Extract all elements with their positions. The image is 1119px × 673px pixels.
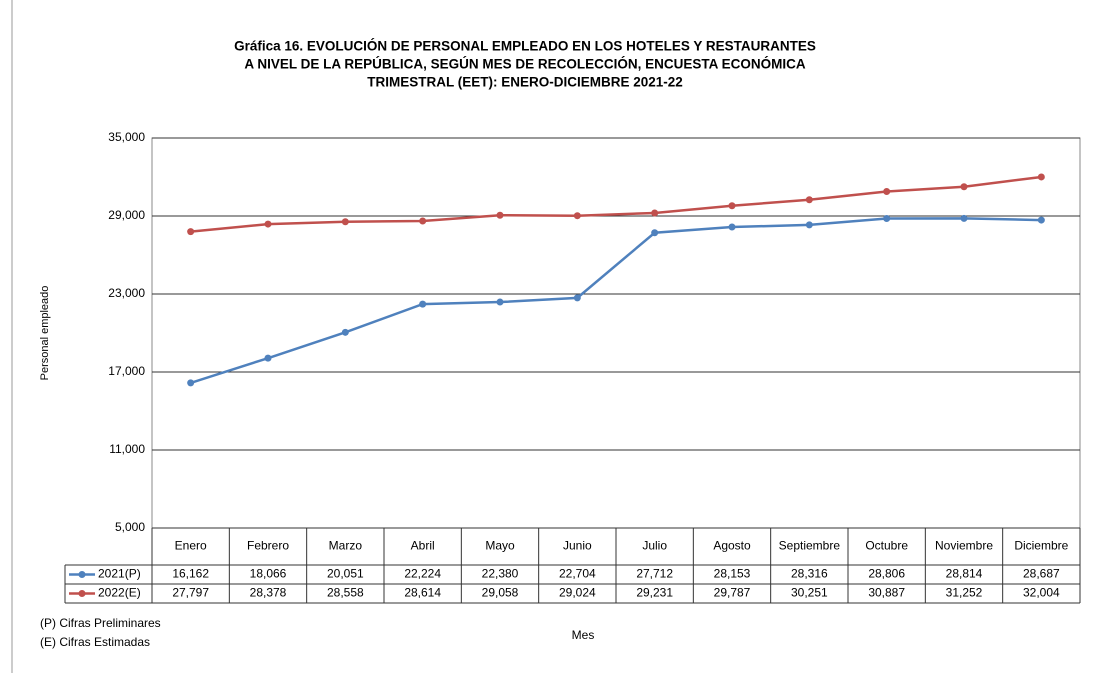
note: (P) Cifras Preliminares [40,616,161,630]
data-point [728,202,736,210]
value-label: 22,704 [559,567,596,581]
data-point [651,229,659,237]
chart-title: TRIMESTRAL (EET): ENERO-DICIEMBRE 2021-2… [367,75,683,90]
data-point [419,217,427,225]
data-point [883,187,891,195]
x-tick-label: Marzo [329,539,363,553]
value-label: 30,887 [868,586,905,600]
value-label: 27,797 [172,586,209,600]
value-label: 16,162 [172,567,209,581]
value-label: 22,224 [404,567,441,581]
legend-label: 2022(E) [98,586,141,600]
data-point [805,196,813,204]
data-point [341,328,349,336]
value-label: 28,558 [327,586,364,600]
value-label: 28,806 [868,567,905,581]
data-point [496,298,504,306]
y-tick-label: 11,000 [109,442,145,456]
series-line [190,217,1042,385]
value-label: 20,051 [327,567,364,581]
chart-title: Gráfica 16. EVOLUCIÓN DE PERSONAL EMPLEA… [234,39,816,54]
chart-title: A NIVEL DE LA REPÚBLICA, SEGÚN MES DE RE… [244,57,806,72]
value-label: 29,787 [714,586,751,600]
value-label: 29,024 [559,586,596,600]
plot-area [151,137,1081,529]
value-label: 28,316 [791,567,828,581]
data-point [187,228,195,236]
value-label: 28,814 [946,567,983,581]
data-point [264,354,272,362]
data-point [960,183,968,191]
x-tick-label: Septiembre [779,539,841,553]
y-tick-label: 5,000 [115,520,145,534]
x-tick-label: Junio [563,539,592,553]
data-point [1037,216,1045,224]
y-axis-label: Personal empleado [39,286,51,381]
value-label: 29,231 [636,586,673,600]
data-point [651,209,659,217]
data-point [187,379,195,387]
x-tick-label: Mayo [485,539,515,553]
note: (E) Cifras Estimadas [40,635,150,649]
data-point [573,294,581,302]
data-point [883,215,891,223]
legend-marker [78,571,86,578]
value-label: 30,251 [791,586,828,600]
x-tick-label: Abril [411,539,435,553]
x-axis-label: Mes [572,628,595,642]
data-point [573,212,581,220]
x-tick-label: Enero [175,539,207,553]
x-tick-label: Julio [642,539,667,553]
x-tick-label: Noviembre [935,539,993,553]
value-label: 32,004 [1023,586,1060,600]
data-point [960,214,968,222]
value-label: 27,712 [636,567,673,581]
data-point [341,218,349,226]
value-label: 18,066 [250,567,287,581]
x-tick-label: Febrero [247,539,289,553]
legend-label: 2021(P) [98,567,141,581]
data-point [1037,173,1045,181]
data-point [496,211,504,219]
y-tick-label: 23,000 [108,286,145,300]
value-label: 31,252 [946,586,983,600]
value-label: 29,058 [482,586,519,600]
data-point [805,221,813,229]
value-label: 28,378 [250,586,287,600]
data-point [419,300,427,308]
y-tick-label: 29,000 [108,208,145,222]
y-tick-label: 17,000 [108,364,145,378]
y-tick-label: 35,000 [108,130,145,144]
x-tick-label: Agosto [713,539,751,553]
x-tick-label: Octubre [865,539,908,553]
x-tick-label: Diciembre [1014,539,1068,553]
legend-marker [78,590,86,597]
value-label: 22,380 [482,567,519,581]
value-label: 28,153 [714,567,751,581]
series-line [190,175,1042,233]
value-label: 28,687 [1023,567,1060,581]
data-point [264,220,272,228]
value-label: 28,614 [404,586,441,600]
data-point [728,223,736,231]
